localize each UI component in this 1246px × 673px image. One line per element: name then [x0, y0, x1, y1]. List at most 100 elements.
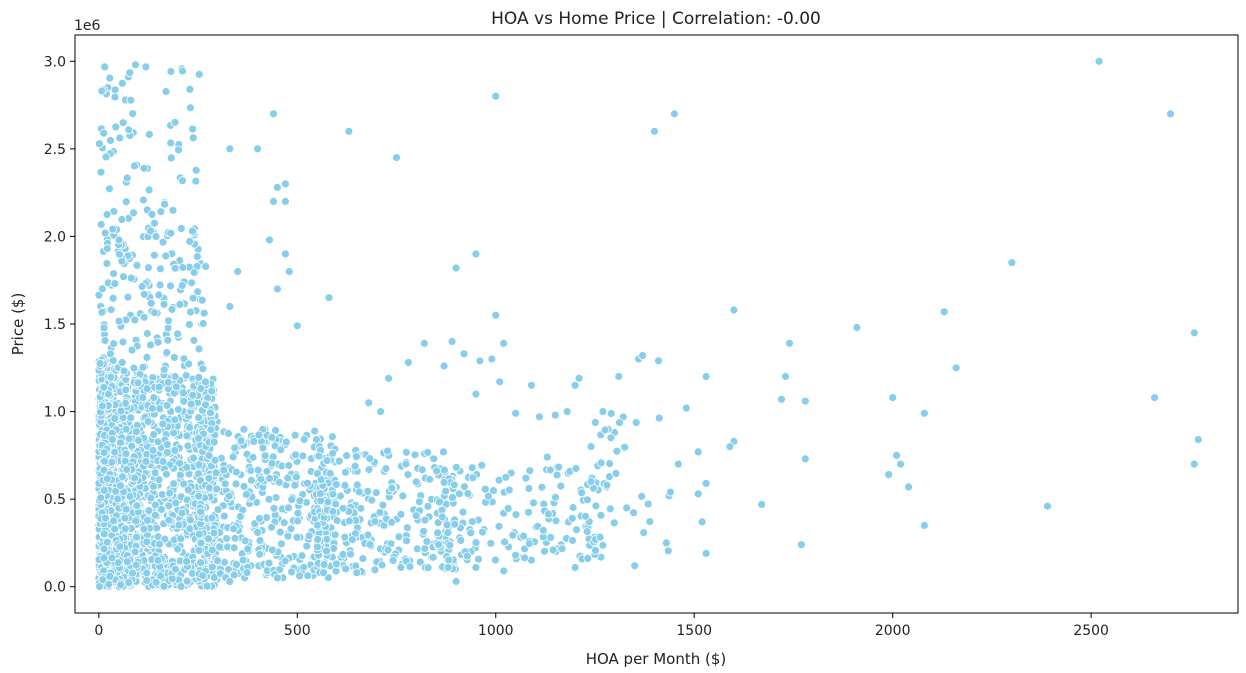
data-point [557, 544, 567, 554]
data-point [423, 501, 433, 511]
data-point [155, 264, 165, 274]
data-point [459, 482, 469, 492]
data-point [571, 464, 581, 473]
data-point [182, 576, 192, 586]
data-point [100, 456, 109, 466]
data-point [157, 504, 166, 514]
data-point [101, 152, 111, 162]
data-point [315, 489, 325, 499]
data-point [170, 445, 180, 455]
data-point [434, 540, 444, 549]
data-point [568, 536, 577, 545]
data-point [99, 465, 109, 475]
data-point [149, 430, 159, 439]
data-point [109, 269, 118, 279]
data-point [896, 459, 905, 469]
data-point [206, 425, 216, 435]
data-point [102, 210, 112, 219]
data-point [182, 462, 192, 472]
data-point [612, 446, 622, 456]
data-point [1007, 258, 1017, 268]
data-point [168, 205, 178, 215]
data-point [777, 394, 786, 404]
data-point [130, 473, 140, 483]
data-point [319, 568, 328, 578]
data-point [123, 292, 133, 302]
data-point [499, 338, 509, 348]
data-point [170, 372, 180, 381]
data-point [134, 435, 143, 445]
data-point [423, 447, 433, 457]
data-point [322, 456, 332, 466]
data-point [352, 568, 362, 578]
data-point [888, 393, 898, 403]
data-point [95, 358, 105, 368]
data-point [188, 124, 198, 134]
data-point [117, 78, 127, 88]
data-point [105, 184, 114, 194]
data-point [121, 424, 131, 434]
data-point [448, 493, 457, 502]
data-point [242, 568, 252, 577]
data-point [310, 426, 320, 436]
data-point [538, 525, 548, 535]
data-point [142, 352, 152, 362]
data-point [189, 268, 199, 277]
data-point [335, 491, 345, 501]
data-point [122, 465, 132, 475]
data-point [173, 405, 183, 414]
data-point [344, 516, 354, 526]
data-point [852, 323, 862, 332]
data-point [525, 466, 535, 476]
data-point [194, 491, 204, 501]
data-point [346, 549, 356, 559]
data-point [148, 445, 158, 455]
data-point [269, 109, 278, 119]
data-point [280, 196, 290, 206]
data-point [220, 479, 230, 489]
data-point [142, 576, 152, 585]
data-point [454, 489, 464, 499]
data-point [160, 199, 170, 209]
data-point [650, 126, 659, 136]
data-point [142, 568, 152, 578]
data-point [187, 226, 197, 236]
data-point [546, 533, 555, 542]
data-point [183, 441, 193, 451]
data-point [100, 228, 110, 238]
data-point [129, 161, 139, 171]
data-point [191, 165, 201, 175]
data-point [141, 62, 151, 72]
data-point [274, 477, 284, 487]
data-point [581, 511, 590, 521]
data-point [471, 249, 481, 259]
data-point [443, 563, 453, 572]
data-point [410, 450, 420, 460]
data-point [291, 472, 301, 482]
data-point [491, 310, 501, 320]
data-point [207, 562, 217, 572]
data-point [471, 538, 481, 547]
data-point [188, 293, 198, 303]
data-point [331, 499, 341, 509]
data-point [246, 466, 256, 476]
y-tick-label: 1.5 [44, 317, 66, 333]
data-point [432, 466, 442, 476]
data-point [219, 511, 229, 521]
data-point [645, 517, 655, 526]
data-point [551, 492, 560, 502]
data-point [319, 560, 329, 569]
data-point [181, 371, 191, 380]
data-point [121, 449, 131, 459]
data-point [281, 437, 291, 447]
data-point [504, 485, 514, 495]
data-point [201, 262, 211, 271]
data-point [138, 393, 148, 402]
data-point [459, 349, 469, 359]
data-point [663, 546, 673, 556]
data-point [105, 73, 115, 83]
data-point [524, 507, 533, 517]
x-tick-label: 2000 [875, 623, 911, 639]
data-point [630, 561, 640, 571]
data-point [466, 528, 476, 538]
